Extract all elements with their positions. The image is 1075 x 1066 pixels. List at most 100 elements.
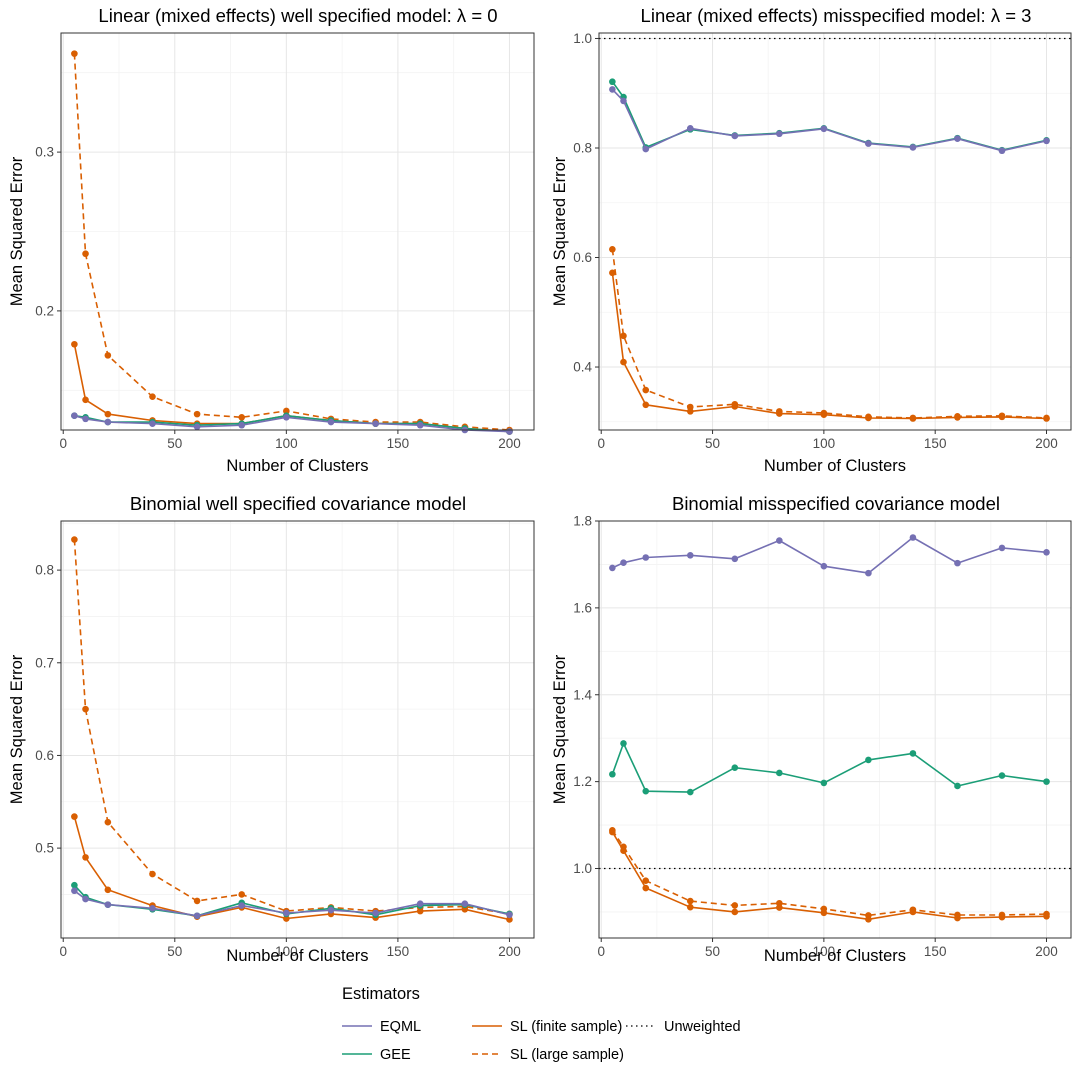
series-line-sl-large-sample (73, 539, 510, 915)
y-tick-label: 0.2 (35, 303, 54, 318)
panel-border (598, 32, 1072, 431)
x-tick-label: 50 (705, 944, 720, 959)
x-axis-title: Number of Clusters (226, 457, 368, 475)
data-point (776, 769, 783, 777)
data-point (609, 269, 616, 277)
data-point (609, 828, 616, 836)
data-point (620, 740, 627, 747)
y-axis-title: Mean Squared Error (8, 654, 26, 804)
data-point (82, 250, 89, 258)
legend: Estimators EQML GEE SL (finite sample) SL (… (342, 985, 741, 1063)
legend-label: GEE (380, 1047, 411, 1063)
data-point (620, 97, 627, 105)
data-point (609, 78, 616, 86)
data-point (909, 750, 917, 757)
y-tick-label: 1.4 (573, 687, 592, 702)
data-point (620, 358, 627, 366)
data-point (731, 132, 739, 140)
legend-item: GEE (342, 1047, 411, 1063)
panel-border (598, 520, 1072, 939)
x-tick-label: 50 (705, 436, 720, 451)
data-point (731, 555, 739, 563)
data-point (642, 884, 650, 892)
series-line-eqml (611, 88, 1047, 152)
legend-item: EQML (342, 1019, 421, 1035)
legend-item: SL (finite sample) (472, 1019, 622, 1035)
data-point (998, 147, 1006, 155)
x-tick-label: 100 (813, 436, 836, 451)
data-point (238, 902, 246, 909)
x-tick-label: 0 (59, 944, 67, 959)
x-tick-label: 100 (813, 944, 836, 959)
series-line-eqml (612, 536, 1047, 574)
data-point (620, 559, 627, 566)
data-point (998, 413, 1006, 421)
series-line-sl-large-sample (611, 249, 1047, 419)
data-point (642, 877, 650, 884)
data-point (238, 891, 246, 898)
panel-title: Binomial misspecified covariance model (672, 493, 1000, 514)
x-axis-title: Number of Clusters (226, 947, 368, 965)
data-point (909, 534, 917, 541)
legend-title: Estimators (342, 985, 420, 1003)
chart-panel: 0 50 100 150 200 0.2 0.3 Linear (mixed effects)… (8, 5, 535, 475)
x-tick-label: 0 (59, 436, 67, 451)
data-point (909, 908, 917, 916)
panel-border (60, 32, 535, 431)
data-point (642, 386, 650, 394)
data-point (642, 145, 650, 153)
data-point (820, 411, 828, 418)
y-tick-label: 1.6 (573, 600, 592, 615)
y-tick-label: 0.8 (573, 140, 592, 155)
data-point (327, 906, 335, 914)
data-point (71, 340, 78, 348)
data-point (731, 908, 739, 916)
data-point (776, 130, 783, 138)
data-point (82, 895, 89, 903)
x-tick-label: 50 (167, 944, 182, 959)
data-point (193, 423, 201, 431)
data-point (327, 418, 335, 426)
data-point (149, 420, 156, 427)
data-point (909, 144, 917, 151)
data-point (865, 916, 872, 923)
x-tick-label: 200 (498, 436, 521, 451)
data-point (731, 403, 739, 410)
plot-area (599, 521, 1071, 938)
plot-area (599, 33, 1071, 430)
legend-label: EQML (380, 1019, 421, 1035)
x-tick-label: 0 (597, 944, 605, 959)
data-point (104, 901, 112, 908)
data-point (149, 393, 156, 400)
y-axis-title: Mean Squared Error (551, 654, 569, 804)
series-line-sl-finite-sample (611, 831, 1047, 921)
y-tick-label: 0.7 (35, 655, 54, 670)
data-point (776, 410, 783, 417)
data-point (954, 414, 961, 421)
data-point (954, 559, 961, 567)
data-point (461, 900, 469, 908)
data-point (642, 554, 650, 561)
data-point (686, 552, 694, 559)
y-tick-label: 0.6 (573, 250, 592, 265)
series-line-gee (611, 742, 1047, 793)
panel-title: Linear (mixed effects) well specified mo… (98, 5, 497, 26)
x-tick-label: 150 (387, 944, 410, 959)
data-point (416, 900, 424, 908)
legend-label: SL (large sample) (510, 1047, 624, 1063)
y-tick-label: 0.6 (35, 748, 54, 763)
data-point (731, 902, 739, 909)
x-axis-title: Number of Clusters (764, 457, 906, 475)
data-point (865, 756, 872, 764)
data-point (506, 911, 513, 919)
data-point (998, 544, 1006, 552)
chart-panel: 0 50 100 150 200 0.5 0.6 0.7 0.8 Binomial well sp… (8, 493, 535, 965)
panel-title: Linear (mixed effects) misspecified mode… (641, 5, 1032, 26)
x-tick-label: 200 (498, 944, 521, 959)
data-point (506, 916, 513, 923)
x-tick-label: 0 (597, 436, 605, 451)
data-point (372, 420, 379, 427)
legend-label: SL (finite sample) (510, 1019, 622, 1035)
data-point (776, 904, 783, 911)
data-point (1043, 912, 1050, 920)
